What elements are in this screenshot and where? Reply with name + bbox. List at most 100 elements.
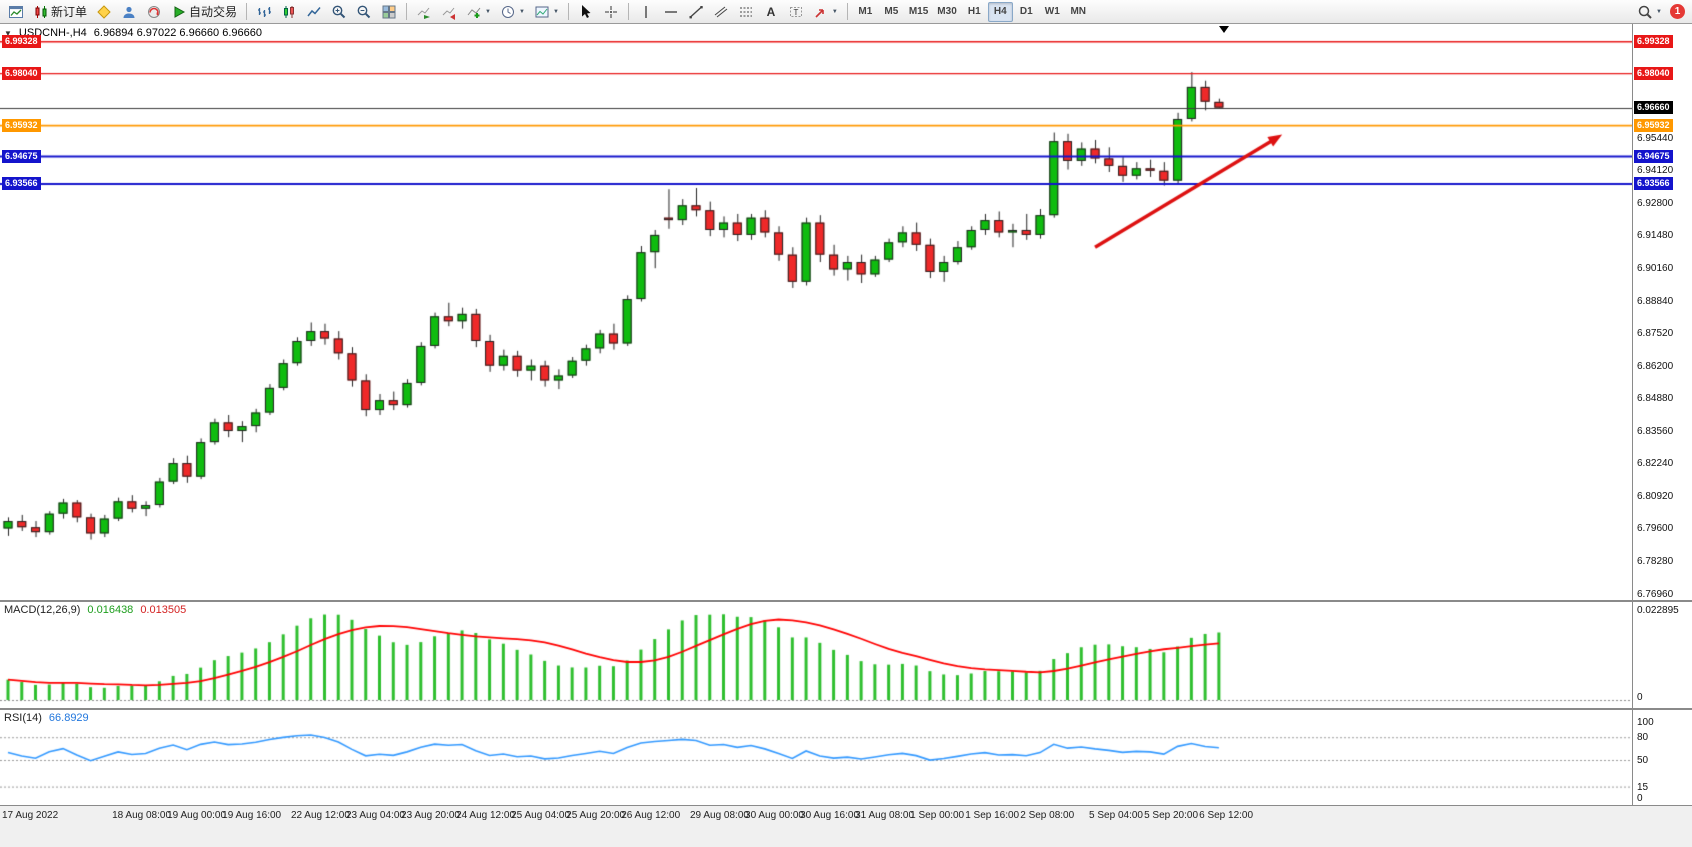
community-person-icon	[123, 6, 135, 18]
time-axis-label: 25 Aug 04:00	[511, 810, 571, 821]
horizontal-line-icon	[664, 10, 677, 13]
indicators-button[interactable]: ▼	[462, 2, 495, 22]
search-button[interactable]: ▼	[1633, 2, 1666, 22]
hline-price-chip: 6.94675	[1634, 150, 1673, 164]
time-axis-label: 23 Aug 04:00	[346, 810, 405, 821]
hline-price-chip: 6.99328	[1634, 35, 1673, 49]
timeframe-button-d1[interactable]: D1	[1014, 2, 1039, 22]
zoom-out-button[interactable]	[352, 2, 376, 22]
time-axis-label: 22 Aug 12:00	[290, 810, 350, 821]
price-tick: 6.90160	[1637, 262, 1674, 274]
macd-axis[interactable]: 0.022895 0	[1633, 602, 1692, 708]
hline-price-chip: 6.93566	[1634, 177, 1673, 191]
rsi-canvas[interactable]	[0, 710, 1632, 805]
time-axis-label: 23 Aug 20:00	[401, 810, 460, 821]
text-button[interactable]: A	[759, 2, 783, 22]
rsi-axis[interactable]: 100 80 50 15 0	[1633, 710, 1692, 805]
line-chart-button[interactable]	[302, 2, 326, 22]
price-tick: 6.86200	[1637, 360, 1674, 372]
periods-button[interactable]: ▼	[496, 2, 529, 22]
tile-windows-button[interactable]	[377, 2, 401, 22]
line-chart-icon	[307, 6, 321, 16]
hline-left-chip: 6.99328	[2, 35, 41, 49]
support-headset-icon	[148, 5, 161, 18]
crosshair-button[interactable]	[599, 2, 623, 22]
templates-button[interactable]: ▼	[530, 2, 563, 22]
dropdown-caret-icon: ▼	[1656, 8, 1662, 15]
price-axis-main[interactable]: 6.95440 6.94120 6.92800 6.91480 6.90160 6.888…	[1633, 24, 1692, 600]
price-chart-pane[interactable]: ▼ USDCNH-,H4 6.96894 6.97022 6.96660 6.9…	[0, 24, 1632, 600]
rsi-pane[interactable]: RSI(14) 66.8929	[0, 710, 1632, 805]
svg-text:T: T	[793, 8, 798, 17]
autotrading-button[interactable]: 自动交易	[167, 2, 241, 22]
notification-badge[interactable]: 1	[1670, 4, 1685, 19]
macd-header: MACD(12,26,9) 0.016438 0.013505	[4, 604, 186, 616]
price-axis[interactable]: 6.95440 6.94120 6.92800 6.91480 6.90160 6.888…	[1632, 24, 1692, 805]
auto-scroll-icon	[417, 7, 431, 19]
candlestick-canvas[interactable]	[0, 24, 1632, 600]
time-axis-label: 2 Sep 08:00	[1020, 810, 1075, 821]
periods-clock-icon	[501, 5, 514, 18]
new-chart-icon	[9, 5, 23, 18]
time-axis-label: 19 Aug 00:00	[167, 810, 227, 821]
candlestick-chart-icon	[284, 5, 295, 18]
market-button[interactable]	[92, 2, 116, 22]
new-chart-button[interactable]	[4, 2, 28, 22]
price-tick: 6.88840	[1637, 295, 1674, 307]
timeframe-group: M1 M5 M15 M30 H1 H4 D1 W1 MN	[853, 1, 1091, 22]
fibonacci-button[interactable]	[734, 2, 758, 22]
time-axis-label: 25 Aug 20:00	[566, 810, 626, 821]
auto-scroll-button[interactable]	[412, 2, 436, 22]
current-price-chip: 6.96660	[1634, 101, 1673, 115]
timeframe-button-m15[interactable]: M15	[905, 2, 932, 22]
chart-collapse-icon[interactable]: ▼	[4, 28, 12, 38]
pane-divider[interactable]	[0, 600, 1632, 602]
templates-icon	[535, 6, 549, 17]
price-tick: 6.95440	[1637, 132, 1674, 144]
search-icon	[1638, 5, 1652, 19]
text-label-button[interactable]: T	[784, 2, 808, 22]
chart-shift-marker[interactable]	[1219, 26, 1230, 33]
chart-shift-button[interactable]	[437, 2, 461, 22]
horizontal-line-button[interactable]	[659, 2, 683, 22]
trendline-button[interactable]	[684, 2, 708, 22]
time-axis-label: 1 Sep 00:00	[910, 810, 965, 821]
fibonacci-icon	[739, 7, 752, 16]
cursor-button[interactable]	[574, 2, 598, 22]
price-tick: 6.91480	[1637, 230, 1674, 242]
hline-left-chip: 6.94675	[2, 150, 41, 164]
timeframe-button-m30[interactable]: M30	[933, 2, 960, 22]
support-button[interactable]	[142, 2, 166, 22]
rsi-axis-label: 50	[1637, 755, 1649, 766]
macd-axis-zero: 0	[1637, 692, 1643, 703]
time-axis-label: 30 Aug 16:00	[800, 810, 860, 821]
macd-canvas[interactable]	[0, 602, 1632, 708]
pane-divider[interactable]	[0, 708, 1632, 710]
zoom-in-button[interactable]	[327, 2, 351, 22]
time-axis-label: 30 Aug 00:00	[745, 810, 804, 821]
timeframe-button-mn[interactable]: MN	[1066, 2, 1091, 22]
timeframe-button-h4[interactable]: H4	[987, 1, 1013, 22]
channel-button[interactable]	[709, 2, 733, 22]
toolbar-separator	[246, 3, 248, 20]
dropdown-caret-icon: ▼	[518, 8, 525, 15]
vertical-line-button[interactable]	[634, 2, 658, 22]
timeframe-button-m5[interactable]: M5	[879, 2, 904, 22]
macd-pane[interactable]: MACD(12,26,9) 0.016438 0.013505	[0, 602, 1632, 708]
arrows-button[interactable]: ▼	[809, 2, 842, 22]
hline-left-chip: 6.98040	[2, 67, 41, 81]
bar-chart-button[interactable]	[252, 2, 276, 22]
zoom-in-icon	[332, 5, 346, 18]
candlestick-chart-button[interactable]	[277, 2, 301, 22]
market-diamond-icon	[97, 4, 111, 19]
timeframe-button-h1[interactable]: H1	[962, 2, 987, 22]
community-button[interactable]	[117, 2, 141, 22]
new-order-label: 新订单	[51, 5, 88, 19]
autotrading-label: 自动交易	[189, 5, 238, 19]
time-axis-label: 1 Sep 16:00	[965, 810, 1020, 821]
new-order-button[interactable]: 新订单	[29, 2, 91, 22]
timeframe-button-w1[interactable]: W1	[1040, 2, 1065, 22]
time-axis[interactable]: 17 Aug 2022 18 Aug 08:00 19 Aug 00:00 19 Au…	[0, 805, 1692, 825]
timeframe-button-m1[interactable]: M1	[853, 2, 878, 22]
price-tick: 6.92800	[1637, 197, 1674, 209]
